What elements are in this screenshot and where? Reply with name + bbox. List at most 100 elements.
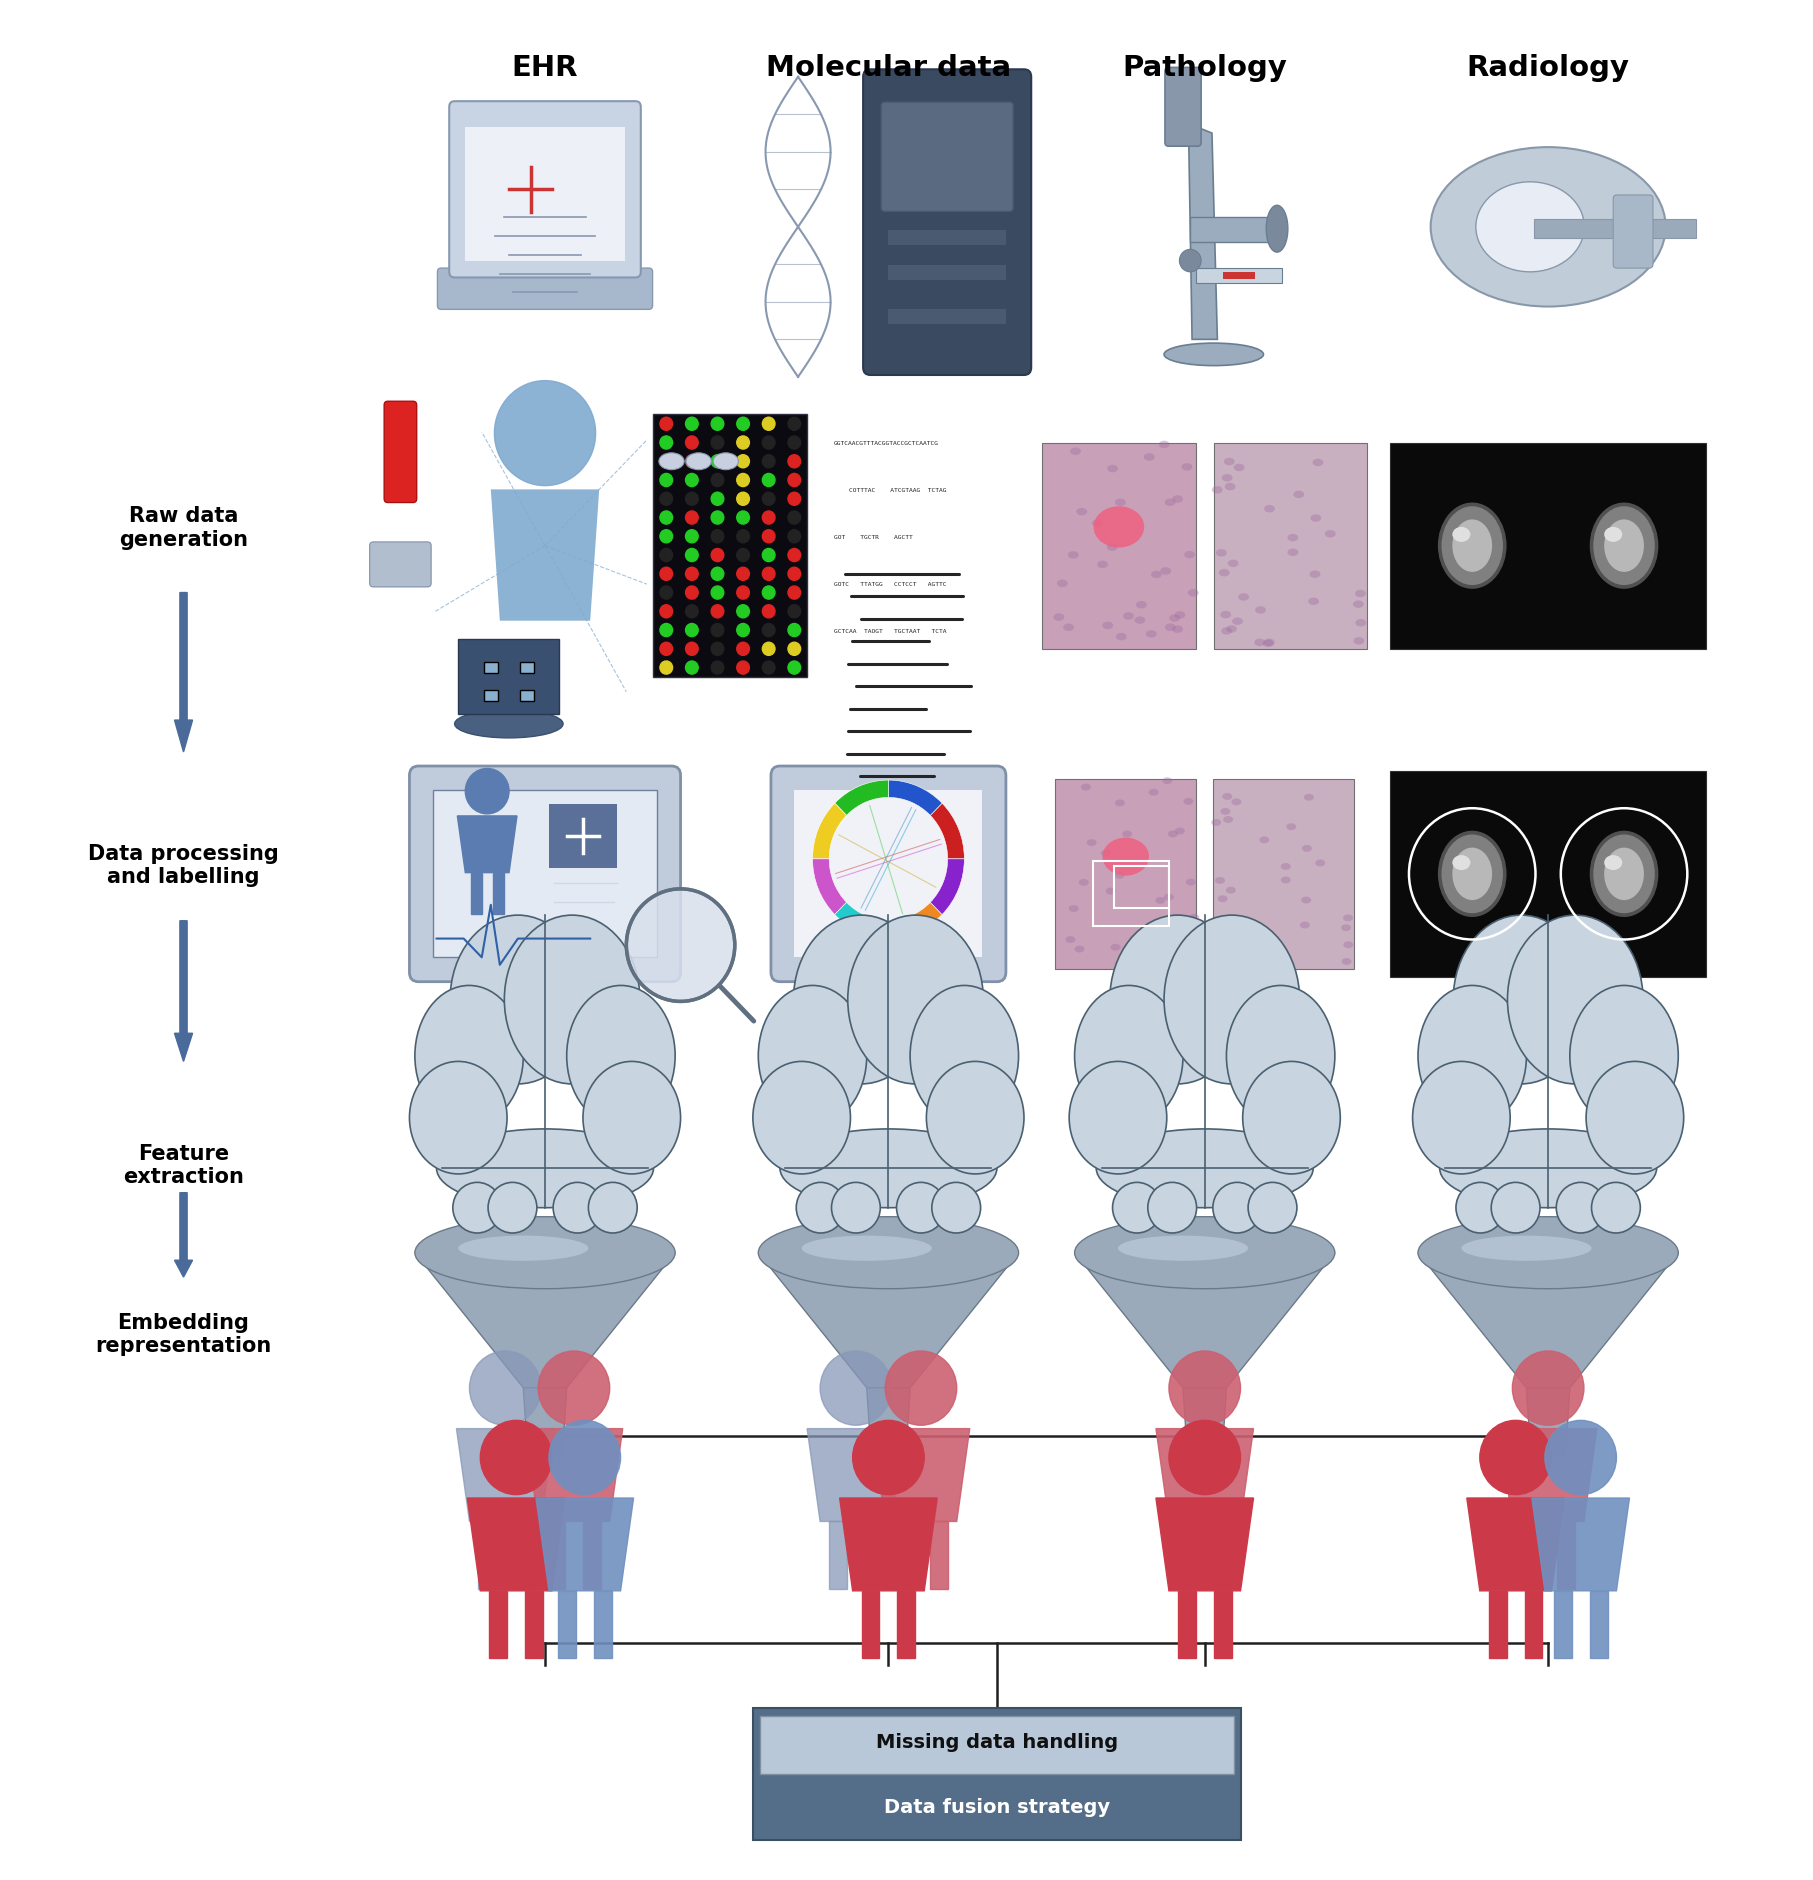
Circle shape: [549, 1421, 620, 1495]
Ellipse shape: [658, 453, 684, 470]
Circle shape: [660, 511, 673, 525]
Circle shape: [660, 643, 673, 656]
Polygon shape: [1157, 1429, 1253, 1521]
Ellipse shape: [1169, 615, 1180, 622]
Polygon shape: [471, 872, 482, 914]
Ellipse shape: [1068, 553, 1079, 560]
Text: COTTTAC    ATCGTAAG  TCTAG: COTTTAC ATCGTAAG TCTAG: [834, 487, 946, 493]
Circle shape: [761, 493, 774, 506]
Ellipse shape: [1304, 795, 1314, 801]
Wedge shape: [834, 780, 888, 816]
Circle shape: [685, 474, 698, 487]
Ellipse shape: [780, 1130, 997, 1209]
Ellipse shape: [1352, 602, 1363, 609]
Circle shape: [761, 662, 774, 675]
Ellipse shape: [758, 1216, 1019, 1290]
Ellipse shape: [1182, 464, 1193, 472]
Ellipse shape: [1262, 641, 1273, 649]
Text: GGTCAACGTTTACGGTACCGCTCAATCG: GGTCAACGTTTACGGTACCGCTCAATCG: [834, 440, 939, 446]
FancyArrow shape: [174, 921, 192, 1062]
Ellipse shape: [1224, 459, 1235, 466]
Ellipse shape: [1164, 344, 1264, 367]
FancyBboxPatch shape: [459, 639, 560, 714]
Polygon shape: [1521, 1521, 1539, 1589]
Ellipse shape: [1222, 793, 1233, 801]
Ellipse shape: [1476, 182, 1585, 273]
Ellipse shape: [1302, 897, 1311, 904]
Circle shape: [1479, 1421, 1552, 1495]
Ellipse shape: [1111, 944, 1120, 951]
Polygon shape: [839, 1498, 937, 1590]
Text: Missing data handling: Missing data handling: [876, 1731, 1119, 1750]
Ellipse shape: [1211, 487, 1222, 494]
Ellipse shape: [1160, 568, 1171, 575]
Circle shape: [736, 643, 749, 656]
Ellipse shape: [1175, 948, 1184, 955]
FancyBboxPatch shape: [410, 767, 680, 981]
Circle shape: [736, 511, 749, 525]
Circle shape: [711, 605, 723, 619]
Circle shape: [495, 382, 596, 487]
FancyBboxPatch shape: [1055, 780, 1197, 970]
Polygon shape: [1527, 1387, 1570, 1455]
Ellipse shape: [1110, 916, 1246, 1085]
Ellipse shape: [1222, 628, 1233, 635]
Ellipse shape: [1097, 562, 1108, 570]
Polygon shape: [515, 1521, 531, 1589]
Ellipse shape: [504, 916, 640, 1085]
Text: EHR: EHR: [511, 55, 578, 83]
Wedge shape: [812, 859, 847, 916]
Ellipse shape: [1077, 509, 1088, 517]
Ellipse shape: [801, 1235, 932, 1261]
Circle shape: [789, 605, 801, 619]
Ellipse shape: [1220, 949, 1229, 957]
Ellipse shape: [1231, 799, 1242, 807]
Circle shape: [789, 549, 801, 562]
FancyBboxPatch shape: [863, 70, 1032, 376]
Polygon shape: [1499, 1429, 1597, 1521]
Ellipse shape: [1222, 476, 1233, 483]
Circle shape: [685, 643, 698, 656]
FancyBboxPatch shape: [1042, 444, 1197, 649]
Ellipse shape: [1452, 528, 1470, 543]
Polygon shape: [1532, 1498, 1630, 1590]
Circle shape: [736, 436, 749, 449]
Ellipse shape: [455, 711, 564, 739]
FancyBboxPatch shape: [520, 690, 535, 701]
FancyBboxPatch shape: [1614, 196, 1653, 269]
Circle shape: [1247, 1183, 1296, 1233]
Ellipse shape: [1057, 581, 1068, 588]
FancyBboxPatch shape: [881, 103, 1013, 212]
Circle shape: [685, 436, 698, 449]
Ellipse shape: [1238, 594, 1249, 602]
Circle shape: [711, 436, 723, 449]
Polygon shape: [1488, 1590, 1507, 1658]
Circle shape: [685, 624, 698, 637]
Polygon shape: [1184, 1387, 1226, 1455]
Polygon shape: [930, 1521, 948, 1589]
Ellipse shape: [1343, 942, 1352, 949]
Circle shape: [466, 769, 509, 814]
Circle shape: [736, 493, 749, 506]
Circle shape: [553, 1183, 602, 1233]
Circle shape: [852, 1421, 925, 1495]
Polygon shape: [867, 1387, 910, 1455]
Polygon shape: [872, 1429, 970, 1521]
Ellipse shape: [1309, 572, 1320, 579]
Circle shape: [789, 455, 801, 468]
Circle shape: [685, 605, 698, 619]
Polygon shape: [582, 1521, 600, 1589]
Ellipse shape: [1129, 936, 1140, 942]
Ellipse shape: [752, 1062, 850, 1175]
Polygon shape: [558, 1590, 577, 1658]
Ellipse shape: [1441, 835, 1503, 914]
Circle shape: [685, 568, 698, 581]
Ellipse shape: [1342, 925, 1351, 932]
Ellipse shape: [1605, 855, 1623, 870]
Ellipse shape: [1224, 948, 1235, 955]
Polygon shape: [1213, 1590, 1231, 1658]
Ellipse shape: [1594, 508, 1655, 587]
Ellipse shape: [1264, 639, 1275, 647]
Circle shape: [761, 455, 774, 468]
Ellipse shape: [1430, 149, 1666, 306]
